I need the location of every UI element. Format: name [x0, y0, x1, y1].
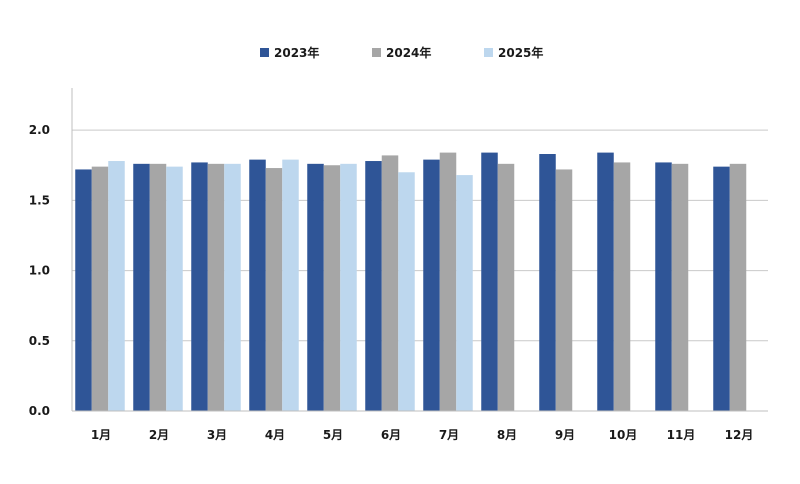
y-tick-label: 2.0: [29, 123, 50, 137]
bar-2-9: [555, 169, 573, 411]
bar-2-10: [613, 162, 631, 411]
bar-1-9: [539, 154, 556, 411]
axes: [71, 88, 768, 412]
x-tick-label: 8月: [497, 428, 517, 442]
bar-3-3: [224, 163, 241, 411]
bar-1-2: [133, 163, 150, 411]
bar-1-1: [75, 169, 92, 411]
legend-label-2: 2024年: [386, 45, 431, 60]
x-tick-label: 5月: [323, 428, 343, 442]
x-tick-label: 3月: [207, 428, 227, 442]
x-tick-label: 2月: [149, 428, 169, 442]
bars: [75, 152, 747, 411]
x-tick-label: 9月: [555, 428, 575, 442]
legend-swatch-1: [260, 48, 269, 57]
legend-label-3: 2025年: [498, 45, 543, 60]
bar-2-7: [439, 152, 457, 411]
x-tick-label: 7月: [439, 428, 459, 442]
bar-1-3: [191, 162, 208, 411]
bar-3-2: [166, 166, 183, 411]
bar-2-2: [149, 163, 167, 411]
legend: 2023年 2024年 2025年: [260, 45, 543, 60]
y-axis-tick-labels: 0.0 0.5 1.0 1.5 2.0: [29, 123, 50, 418]
x-tick-label: 11月: [667, 428, 696, 442]
bar-3-5: [340, 163, 357, 411]
x-axis-tick-labels: 1月 2月 3月 4月 5月 6月 7月 8月 9月 10月 11月 12月: [91, 428, 754, 442]
bar-2-4: [265, 168, 283, 411]
x-tick-label: 12月: [725, 428, 754, 442]
legend-swatch-3: [484, 48, 493, 57]
legend-label-1: 2023年: [274, 45, 319, 60]
bar-3-4: [282, 159, 299, 411]
bar-1-6: [365, 161, 382, 411]
x-tick-label: 1月: [91, 428, 111, 442]
y-tick-label: 1.5: [29, 193, 50, 207]
bar-1-5: [307, 163, 324, 411]
bar-1-11: [655, 162, 672, 411]
bar-1-10: [597, 152, 614, 411]
x-tick-label: 6月: [381, 428, 401, 442]
gridlines: [72, 129, 768, 342]
bar-2-5: [323, 165, 341, 411]
bar-1-12: [713, 166, 730, 411]
bar-1-4: [249, 159, 266, 411]
bar-3-6: [398, 172, 415, 411]
legend-swatch-2: [372, 48, 381, 57]
y-tick-label: 1.0: [29, 264, 50, 278]
y-tick-label: 0.5: [29, 334, 50, 348]
bar-1-8: [481, 152, 498, 411]
x-tick-label: 10月: [609, 428, 638, 442]
bar-2-3: [207, 163, 225, 411]
bar-3-1: [108, 161, 125, 411]
x-tick-label: 4月: [265, 428, 285, 442]
bar-3-7: [456, 175, 473, 411]
bar-2-8: [497, 163, 515, 411]
bar-2-1: [91, 166, 109, 411]
bar-1-7: [423, 159, 440, 411]
bar-2-11: [671, 163, 689, 411]
bar-2-6: [381, 155, 399, 411]
y-tick-label: 0.0: [29, 404, 50, 418]
bar-2-12: [729, 163, 747, 411]
